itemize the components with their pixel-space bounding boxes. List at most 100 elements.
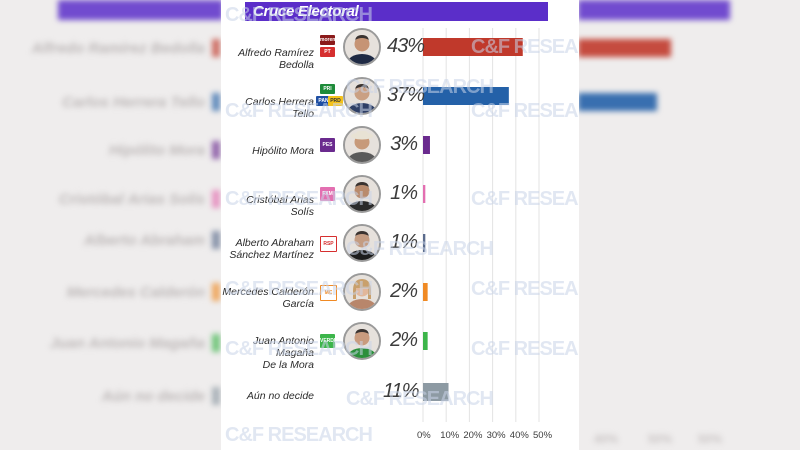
data-label: 2% <box>390 329 418 351</box>
background-party-swatch <box>212 39 220 57</box>
party-logo: FXM <box>320 187 335 201</box>
watermark: C&F RESEARCH <box>346 388 494 410</box>
title-bar: Cruce Electoral <box>245 2 548 21</box>
x-tick-label: 0% <box>417 430 431 441</box>
candidate-name: Hipólito Mora <box>221 145 314 157</box>
watermark: C&F RESEARCH <box>225 338 373 360</box>
chart-canvas <box>422 28 540 422</box>
candidate-name: Juan Antonio Magaña De la Mora <box>221 335 314 371</box>
party-logo: MC <box>320 285 337 301</box>
data-label: 43% <box>387 35 425 57</box>
candidate-name-line: Sánchez Martínez <box>229 249 314 261</box>
candidate-name: Alberto Abraham Sánchez Martínez <box>221 237 314 261</box>
data-label: 1% <box>390 231 418 253</box>
background-row-label: Alfredo Ramírez Bedolla <box>31 40 205 57</box>
data-label: 1% <box>390 182 418 204</box>
candidate-name-line: Juan Antonio Magaña <box>253 335 314 359</box>
party-logo: morena <box>320 35 335 45</box>
watermark: C&F RESEARCH <box>471 188 579 210</box>
bar <box>423 136 430 154</box>
x-tick-label: 50% <box>533 430 553 441</box>
watermark: C&F RESEARCH <box>471 338 579 360</box>
person-icon <box>345 128 379 162</box>
watermark: C&F RESEARCH <box>225 4 373 26</box>
bar <box>423 283 428 301</box>
background-party-swatch <box>212 387 220 405</box>
background-title-bar <box>578 0 730 20</box>
background-party-swatch <box>212 93 220 111</box>
background-row-label: Mercedes Calderón <box>66 284 205 301</box>
person-icon <box>345 30 379 64</box>
candidate-name-line: De la Mora <box>262 359 314 371</box>
data-label: 37% <box>387 84 425 106</box>
candidate-name-line: Hipólito Mora <box>252 145 314 157</box>
candidate-name-line: Carlos Herrera Tello <box>245 96 314 120</box>
background-row-label: Hipólito Mora <box>109 142 205 159</box>
watermark: C&F RESEARCH <box>346 76 494 98</box>
candidate-name-line: Alfredo Ramírez Bedolla <box>238 47 314 71</box>
background-tick-label: 40% <box>594 432 619 446</box>
background-row-label: Juan Antonio Magaña <box>49 335 205 352</box>
watermark: C&F RESEARCH <box>225 278 373 300</box>
background-party-swatch <box>212 141 220 159</box>
background-bar <box>578 93 658 111</box>
watermark: C&F RESEARCH <box>225 424 373 446</box>
party-logo: PT <box>320 47 335 57</box>
person-icon <box>345 177 379 211</box>
party-logo: VERDE <box>320 334 335 348</box>
chart-card: Cruce Electoral Alfredo Ramírez Bedolla m… <box>221 0 579 450</box>
candidate-name: Aún no decide <box>221 390 314 402</box>
party-logo: PAN <box>316 96 331 106</box>
watermark: C&F RESEARCH <box>346 238 494 260</box>
background-row-label: Alberto Abraham <box>83 232 205 249</box>
bar <box>423 234 426 252</box>
data-label: 11% <box>383 380 420 402</box>
data-label: 2% <box>390 280 418 302</box>
candidate-photo-avatar <box>343 77 381 115</box>
background-bar <box>578 39 671 57</box>
x-tick-label: 40% <box>509 430 529 441</box>
background-title-bar <box>58 0 223 20</box>
background-tick-label: 50% <box>648 432 673 446</box>
chart-title: Cruce Electoral <box>253 3 359 20</box>
candidate-name-line: García <box>282 298 314 310</box>
bar <box>423 332 428 350</box>
person-icon <box>345 275 379 309</box>
candidate-name-line: Aún no decide <box>246 390 314 402</box>
background-row-label: Carlos Herrera Tello <box>62 94 205 111</box>
x-tick-label: 30% <box>486 430 506 441</box>
party-logo: RSP <box>320 236 337 252</box>
background-row-label: Cristóbal Arias Solís <box>58 191 205 208</box>
candidate-name-line: Alberto Abraham <box>235 237 314 249</box>
candidate-name-line: Mercedes Calderón <box>222 286 314 298</box>
candidate-photo-avatar <box>343 224 381 262</box>
watermark: C&F RESEARCH <box>471 36 579 58</box>
candidate-photo-avatar <box>343 126 381 164</box>
candidate-name: Carlos Herrera Tello <box>221 96 314 120</box>
watermark: C&F RESEARCH <box>471 100 579 122</box>
candidate-name-line: Cristóbal Arias Solís <box>246 194 314 218</box>
candidate-photo-avatar <box>343 322 381 360</box>
candidate-name: Mercedes Calderón García <box>221 286 314 310</box>
background-party-swatch <box>212 190 220 208</box>
background-party-swatch <box>212 334 220 352</box>
party-logo: PRD <box>328 96 343 106</box>
watermark: C&F RESEARCH <box>225 100 373 122</box>
party-logo: PES <box>320 138 335 152</box>
party-logo: PRI <box>320 84 335 94</box>
candidate-name: Cristóbal Arias Solís <box>221 194 314 218</box>
background-tick-label: 50% <box>698 432 723 446</box>
bar <box>423 87 509 105</box>
person-icon <box>345 324 379 358</box>
person-icon <box>345 226 379 260</box>
x-tick-label: 10% <box>440 430 460 441</box>
x-tick-label: 20% <box>463 430 483 441</box>
candidate-photo-avatar <box>343 273 381 311</box>
watermark: C&F RESEARCH <box>471 278 579 300</box>
background-party-swatch <box>212 231 220 249</box>
background-party-swatch <box>212 283 220 301</box>
data-label: 3% <box>390 133 418 155</box>
candidate-photo-avatar <box>343 175 381 213</box>
bar <box>423 383 449 401</box>
